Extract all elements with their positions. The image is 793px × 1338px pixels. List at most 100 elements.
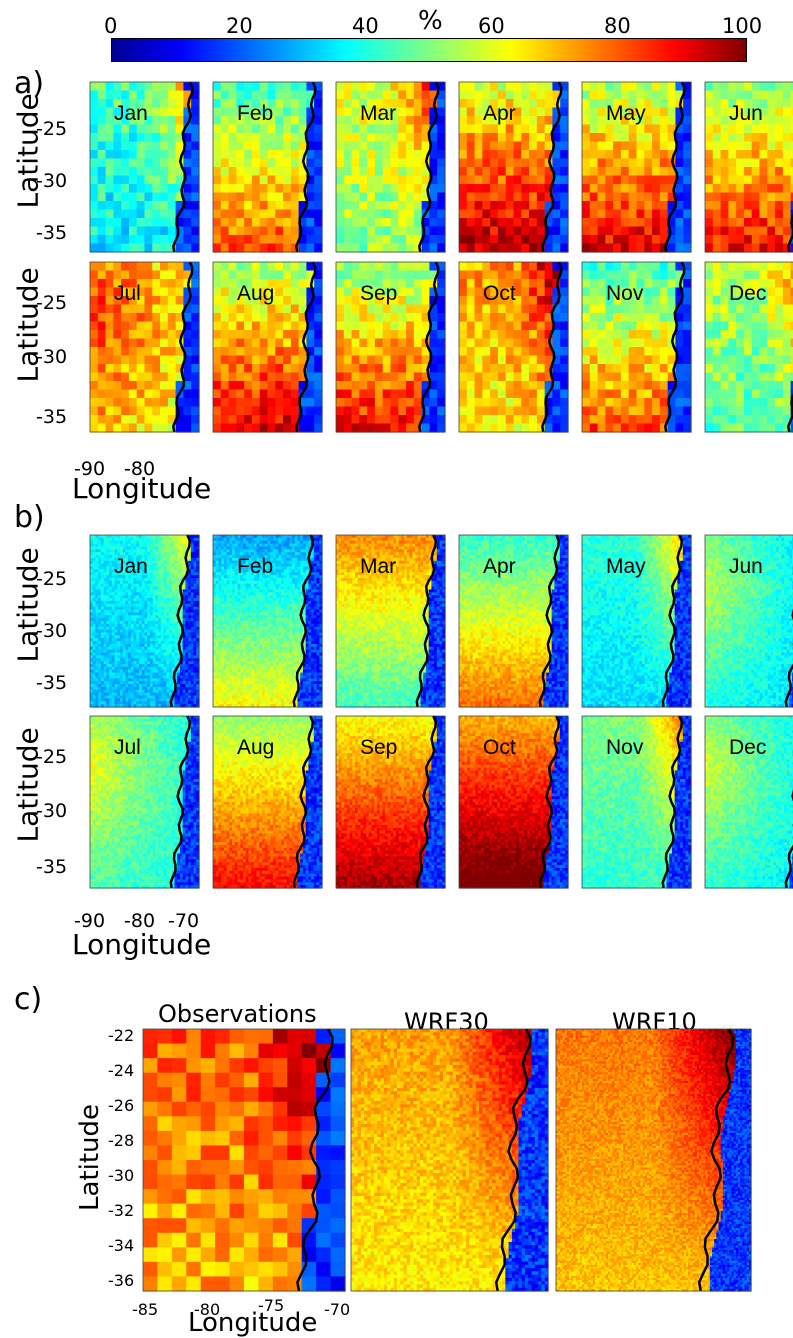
heatmap-cell xyxy=(720,389,729,399)
heatmap-cell xyxy=(759,313,768,323)
heatmap-cell xyxy=(652,150,661,160)
heatmap-cell xyxy=(160,226,169,236)
heatmap-cell xyxy=(290,364,300,374)
heatmap-cell xyxy=(175,107,185,117)
heatmap-cell xyxy=(505,218,515,228)
heatmap-cell xyxy=(421,381,431,391)
heatmap-cell xyxy=(267,262,276,272)
heatmap-cell xyxy=(390,192,399,202)
heatmap-cell xyxy=(552,355,561,365)
heatmap-cell xyxy=(390,167,399,177)
heatmap-cell xyxy=(636,184,645,194)
heatmap-cell xyxy=(175,116,185,126)
heatmap-cell xyxy=(144,381,153,391)
heatmap-cell xyxy=(105,201,114,211)
heatmap-cell xyxy=(620,243,630,253)
coastline xyxy=(295,81,317,253)
heatmap-cell xyxy=(652,347,661,357)
heatmap-cell xyxy=(267,107,276,117)
heatmap-cell xyxy=(183,175,192,185)
heatmap-cell xyxy=(121,296,130,306)
heatmap-cell xyxy=(406,330,415,340)
heatmap-cell xyxy=(490,99,499,109)
heatmap-cell xyxy=(659,201,669,211)
heatmap-cell xyxy=(482,235,491,245)
heatmap-cell xyxy=(175,90,185,100)
heatmap-cell xyxy=(759,415,768,425)
heatmap-cell xyxy=(251,304,261,314)
heatmap-cell xyxy=(652,304,661,314)
heatmap-cell xyxy=(244,287,253,297)
heatmap-cell xyxy=(275,107,284,117)
heatmap-cell xyxy=(429,201,438,211)
heatmap-cell xyxy=(720,287,729,297)
heatmap-cell xyxy=(167,226,177,236)
heatmap-cell xyxy=(513,82,522,92)
heatmap-cell xyxy=(113,423,122,433)
heatmap-cell xyxy=(652,313,661,323)
heatmap-cell xyxy=(267,184,276,194)
heatmap-cell xyxy=(183,389,192,399)
heatmap-cell xyxy=(759,116,768,126)
heatmap-cell xyxy=(113,415,122,425)
heatmap-cell xyxy=(390,389,399,399)
heatmap-cell xyxy=(759,158,768,168)
heatmap-cell xyxy=(536,141,546,151)
heatmap-cell xyxy=(429,270,438,280)
heatmap-cell xyxy=(121,124,130,134)
heatmap-cell xyxy=(775,209,784,219)
heatmap-cell xyxy=(336,175,345,185)
heatmap-cell xyxy=(659,313,669,323)
heatmap-cell xyxy=(459,167,468,177)
heatmap-cell xyxy=(90,192,99,202)
heatmap-cell xyxy=(275,330,284,340)
heatmap-cell xyxy=(191,423,200,433)
heatmap-cell xyxy=(466,389,476,399)
heatmap-cell xyxy=(421,355,431,365)
heatmap-cell xyxy=(144,406,153,416)
heatmap-cell xyxy=(97,338,107,348)
heatmap-cell xyxy=(244,270,253,280)
heatmap-cell xyxy=(191,235,200,245)
heatmap-a-jan xyxy=(89,81,200,253)
heatmap-cell xyxy=(474,338,483,348)
heatmap-cell xyxy=(644,141,653,151)
heatmap-cell xyxy=(136,347,146,357)
heatmap-cell xyxy=(474,167,483,177)
heatmap-cell xyxy=(160,296,169,306)
heatmap-cell xyxy=(459,116,468,126)
heatmap-cell xyxy=(191,82,200,92)
heatmap-cell xyxy=(552,150,561,160)
heatmap-cell xyxy=(367,184,376,194)
heatmap-cell xyxy=(390,347,399,357)
heatmap-cell xyxy=(429,116,438,126)
heatmap-cell xyxy=(497,338,507,348)
heatmap-cell xyxy=(144,184,153,194)
heatmap-cell xyxy=(290,372,300,382)
heatmap-cell xyxy=(374,415,384,425)
heatmap-cell xyxy=(367,226,376,236)
heatmap-cell xyxy=(466,381,476,391)
heatmap-cell xyxy=(582,415,591,425)
heatmap-cell xyxy=(459,398,468,408)
heatmap-cell xyxy=(390,372,399,382)
heatmap-cell xyxy=(782,321,792,331)
heatmap-cell xyxy=(597,355,606,365)
heatmap-cell xyxy=(105,243,114,253)
heatmap-cell xyxy=(582,107,591,117)
heatmap-cell xyxy=(228,270,237,280)
heatmap-cell xyxy=(759,82,768,92)
heatmap-cell xyxy=(620,99,630,109)
heatmap-cell xyxy=(144,296,153,306)
heatmap-cell xyxy=(359,107,368,117)
heatmap-cell xyxy=(406,398,415,408)
heatmap-cell xyxy=(336,398,345,408)
heatmap-cell xyxy=(767,150,776,160)
heatmap-cell xyxy=(497,355,507,365)
heatmap-cell xyxy=(782,372,792,382)
heatmap-cell xyxy=(560,364,569,374)
heatmap-cell xyxy=(220,175,230,185)
heatmap-cell xyxy=(560,209,569,219)
heatmap-cell xyxy=(743,133,753,143)
heatmap-cell xyxy=(220,389,230,399)
